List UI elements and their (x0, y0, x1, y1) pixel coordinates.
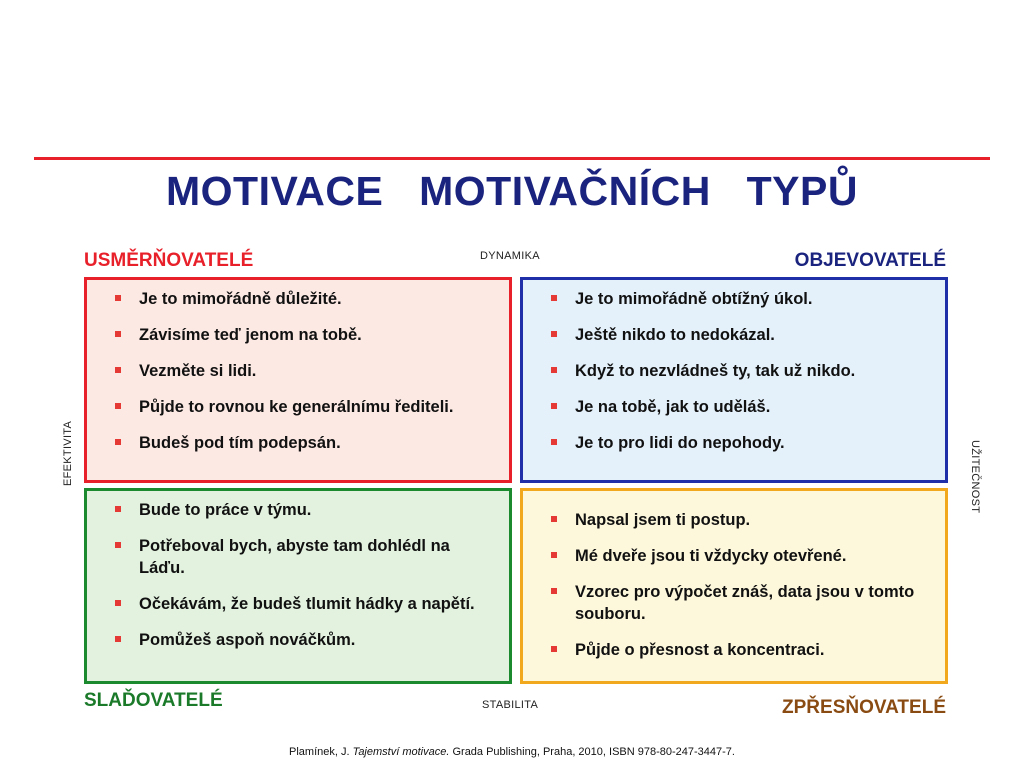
list-item: Je to pro lidi do nepohody. (551, 432, 925, 454)
square-bullet-icon (551, 403, 557, 409)
list-item: Je to mimořádně obtížný úkol. (551, 288, 925, 310)
list-item: Je to mimořádně důležité. (115, 288, 489, 310)
list-item-text: Pomůžeš aspoň nováčkům. (139, 631, 356, 649)
quadrant-label-top-left: USMĚRŇOVATELÉ (84, 250, 254, 271)
list-item: Mé dveře jsou ti vždycky otevřené. (551, 545, 925, 567)
list-item: Pomůžeš aspoň nováčkům. (115, 629, 489, 651)
list-item: Vzorec pro výpočet znáš, data jsou v tom… (551, 581, 925, 625)
list-item: Ještě nikdo to nedokázal. (551, 324, 925, 346)
list-item-text: Budeš pod tím podepsán. (139, 434, 341, 452)
axis-label-right: UŽITEČNOST (969, 440, 981, 514)
square-bullet-icon (115, 439, 121, 445)
quadrant-box-bottom-right: Napsal jsem ti postup. Mé dveře jsou ti v… (520, 488, 948, 684)
citation-rest: Grada Publishing, Praha, 2010, ISBN 978-… (452, 746, 735, 758)
citation: Plamínek, J. Tajemství motivace. Grada P… (0, 746, 1024, 758)
square-bullet-icon (115, 600, 121, 606)
list-item-text: Bude to práce v týmu. (139, 501, 312, 519)
axis-label-left: EFEKTIVITA (62, 420, 74, 486)
list-item: Je na tobě, jak to uděláš. (551, 396, 925, 418)
quadrant-box-top-right: Je to mimořádně obtížný úkol. Ještě nikdo… (520, 277, 948, 483)
list-item: Závisíme teď jenom na tobě. (115, 324, 489, 346)
list-item-text: Potřeboval bych, abyste tam dohlédl na L… (139, 537, 450, 577)
quadrant-label-bottom-left: SLAĎOVATELÉ (84, 690, 223, 711)
list-item: Když to nezvládneš ty, tak už nikdo. (551, 360, 925, 382)
list-item-text: Je to mimořádně důležité. (139, 290, 342, 308)
list-item-text: Je to mimořádně obtížný úkol. (575, 290, 813, 308)
square-bullet-icon (115, 367, 121, 373)
quadrant-box-top-left: Je to mimořádně důležité. Závisíme teď je… (84, 277, 512, 483)
list-item: Napsal jsem ti postup. (551, 509, 925, 531)
list-item: Budeš pod tím podepsán. (115, 432, 489, 454)
quadrant-list-top-left: Je to mimořádně důležité. Závisíme teď je… (115, 288, 489, 454)
list-item: Bude to práce v týmu. (115, 499, 489, 521)
square-bullet-icon (551, 295, 557, 301)
quadrant-list-bottom-right: Napsal jsem ti postup. Mé dveře jsou ti v… (551, 509, 925, 661)
list-item: Očekávám, že budeš tlumit hádky a napětí… (115, 593, 489, 615)
square-bullet-icon (551, 552, 557, 558)
list-item-text: Půjde o přesnost a koncentraci. (575, 641, 825, 659)
quadrant-label-bottom-right: ZPŘESŇOVATELÉ (782, 697, 946, 718)
square-bullet-icon (551, 331, 557, 337)
list-item-text: Napsal jsem ti postup. (575, 511, 751, 529)
list-item-text: Je na tobě, jak to uděláš. (575, 398, 771, 416)
citation-book: Tajemství motivace. (352, 746, 450, 758)
quadrant-box-bottom-left: Bude to práce v týmu. Potřeboval bych, ab… (84, 488, 512, 684)
square-bullet-icon (115, 636, 121, 642)
list-item: Půjde o přesnost a koncentraci. (551, 639, 925, 661)
list-item-text: Vzorec pro výpočet znáš, data jsou v tom… (575, 583, 915, 623)
list-item: Půjde to rovnou ke generálnímu řediteli. (115, 396, 489, 418)
square-bullet-icon (115, 506, 121, 512)
list-item: Vezměte si lidi. (115, 360, 489, 382)
list-item-text: Očekávám, že budeš tlumit hádky a napětí… (139, 595, 475, 613)
list-item-text: Vezměte si lidi. (139, 362, 257, 380)
square-bullet-icon (115, 331, 121, 337)
title-underline (34, 157, 990, 160)
square-bullet-icon (551, 588, 557, 594)
citation-author: Plamínek, J. (289, 746, 350, 758)
quadrant-label-top-right: OBJEVOVATELÉ (794, 250, 946, 271)
axis-label-bottom: STABILITA (482, 699, 539, 711)
axis-label-top: DYNAMIKA (480, 250, 540, 262)
square-bullet-icon (551, 367, 557, 373)
quadrant-list-bottom-left: Bude to práce v týmu. Potřeboval bych, ab… (115, 499, 489, 651)
list-item-text: Mé dveře jsou ti vždycky otevřené. (575, 547, 847, 565)
square-bullet-icon (551, 516, 557, 522)
square-bullet-icon (115, 403, 121, 409)
list-item-text: Je to pro lidi do nepohody. (575, 434, 785, 452)
quadrant-list-top-right: Je to mimořádně obtížný úkol. Ještě nikdo… (551, 288, 925, 454)
page-title: MOTIVACE MOTIVAČNÍCH TYPŮ (166, 168, 858, 214)
square-bullet-icon (551, 439, 557, 445)
square-bullet-icon (551, 646, 557, 652)
list-item: Potřeboval bych, abyste tam dohlédl na L… (115, 535, 489, 579)
square-bullet-icon (115, 542, 121, 548)
square-bullet-icon (115, 295, 121, 301)
list-item-text: Ještě nikdo to nedokázal. (575, 326, 775, 344)
list-item-text: Závisíme teď jenom na tobě. (139, 326, 362, 344)
list-item-text: Půjde to rovnou ke generálnímu řediteli. (139, 398, 454, 416)
list-item-text: Když to nezvládneš ty, tak už nikdo. (575, 362, 856, 380)
